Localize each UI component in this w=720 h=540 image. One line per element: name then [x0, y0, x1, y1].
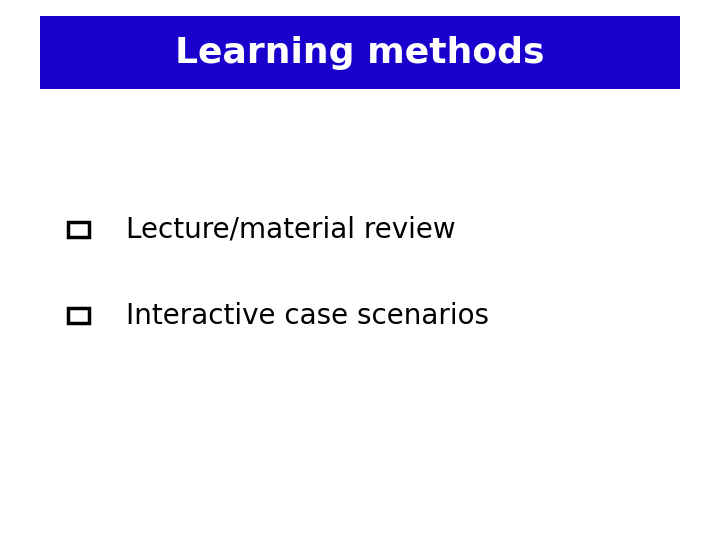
- Text: Learning methods: Learning methods: [175, 36, 545, 70]
- Text: Lecture/material review: Lecture/material review: [126, 215, 456, 244]
- FancyBboxPatch shape: [40, 16, 680, 89]
- Text: Interactive case scenarios: Interactive case scenarios: [126, 302, 489, 330]
- Bar: [68, 308, 89, 323]
- Bar: [68, 222, 89, 237]
